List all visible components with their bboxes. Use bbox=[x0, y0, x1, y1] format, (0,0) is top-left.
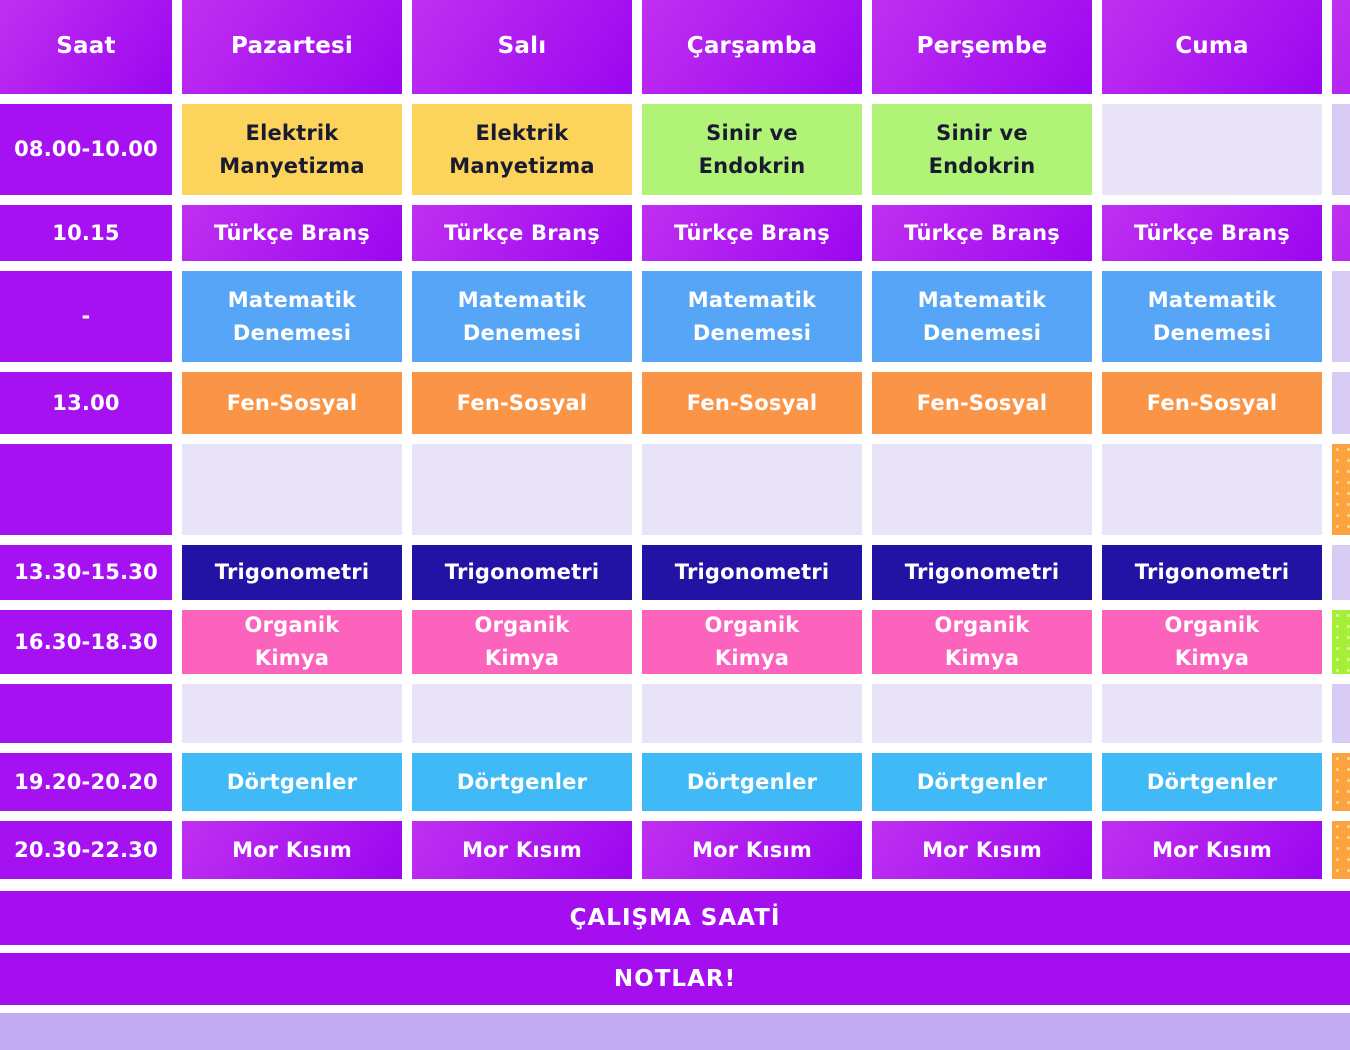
subject-cell: Mor Kısım bbox=[182, 821, 402, 879]
edge-cell bbox=[1332, 821, 1350, 879]
notlar-label: NOTLAR! bbox=[613, 966, 737, 992]
subject-cell: Sinir ve Endokrin bbox=[642, 104, 862, 195]
subject-cell: Organik Kimya bbox=[412, 610, 632, 674]
empty-cell bbox=[872, 684, 1092, 743]
empty-cell bbox=[182, 684, 402, 743]
empty-cell bbox=[412, 684, 632, 743]
subject-cell: Matematik Denemesi bbox=[872, 271, 1092, 362]
edge-cell bbox=[1332, 684, 1350, 743]
notlar-bar: NOTLAR! bbox=[0, 953, 1350, 1005]
subject-cell: Fen-Sosyal bbox=[412, 372, 632, 434]
subject-cell: Mor Kısım bbox=[872, 821, 1092, 879]
time-cell: - bbox=[0, 271, 172, 362]
empty-cell bbox=[1102, 684, 1322, 743]
time-cell: 19.20-20.20 bbox=[0, 753, 172, 811]
edge-cell bbox=[1332, 372, 1350, 434]
subject-cell: Dörtgenler bbox=[642, 753, 862, 811]
empty-cell bbox=[1102, 104, 1322, 195]
day-header-perşembe: Perşembe bbox=[872, 0, 1092, 94]
edge-cell bbox=[1332, 271, 1350, 362]
subject-cell: Mor Kısım bbox=[642, 821, 862, 879]
edge-cell bbox=[1332, 205, 1350, 261]
edge-cell bbox=[1332, 753, 1350, 811]
edge-cell bbox=[1332, 444, 1350, 535]
subject-cell: Mor Kısım bbox=[412, 821, 632, 879]
empty-cell bbox=[182, 444, 402, 535]
day-header-çarşamba: Çarşamba bbox=[642, 0, 862, 94]
subject-cell: Matematik Denemesi bbox=[182, 271, 402, 362]
empty-cell bbox=[412, 444, 632, 535]
partial-day-header bbox=[1332, 0, 1350, 94]
subject-cell: Trigonometri bbox=[642, 545, 862, 600]
subject-cell: Dörtgenler bbox=[182, 753, 402, 811]
saat-header: Saat bbox=[0, 0, 172, 94]
subject-cell: Türkçe Branş bbox=[642, 205, 862, 261]
empty-cell bbox=[642, 444, 862, 535]
subject-cell: Organik Kimya bbox=[182, 610, 402, 674]
subject-cell: Trigonometri bbox=[182, 545, 402, 600]
empty-cell bbox=[642, 684, 862, 743]
day-header-cuma: Cuma bbox=[1102, 0, 1322, 94]
subject-cell: Organik Kimya bbox=[642, 610, 862, 674]
time-cell: 13.30-15.30 bbox=[0, 545, 172, 600]
edge-cell bbox=[1332, 610, 1350, 674]
time-cell: 10.15 bbox=[0, 205, 172, 261]
day-header-salı: Salı bbox=[412, 0, 632, 94]
schedule-grid: Saat Pazartesi Salı Çarşamba Perşembe Cuma 08.… bbox=[0, 0, 1350, 879]
subject-cell: Matematik Denemesi bbox=[412, 271, 632, 362]
empty-cell bbox=[872, 444, 1092, 535]
calisma-saati-bar: ÇALIŞMA SAATİ bbox=[0, 891, 1350, 945]
subject-cell: Dörtgenler bbox=[412, 753, 632, 811]
time-cell: 20.30-22.30 bbox=[0, 821, 172, 879]
edge-cell bbox=[1332, 545, 1350, 600]
subject-cell: Elektrik Manyetizma bbox=[182, 104, 402, 195]
subject-cell: Fen-Sosyal bbox=[642, 372, 862, 434]
subject-cell: Türkçe Branş bbox=[872, 205, 1092, 261]
day-header-pazartesi: Pazartesi bbox=[182, 0, 402, 94]
time-cell bbox=[0, 444, 172, 535]
subject-cell: Trigonometri bbox=[1102, 545, 1322, 600]
edge-cell bbox=[1332, 104, 1350, 195]
subject-cell: Mor Kısım bbox=[1102, 821, 1322, 879]
subject-cell: Matematik Denemesi bbox=[642, 271, 862, 362]
time-cell: 16.30-18.30 bbox=[0, 610, 172, 674]
time-cell bbox=[0, 684, 172, 743]
empty-cell bbox=[1102, 444, 1322, 535]
bottom-strip bbox=[0, 1013, 1350, 1050]
subject-cell: Dörtgenler bbox=[872, 753, 1092, 811]
subject-cell: Türkçe Branş bbox=[412, 205, 632, 261]
subject-cell: Dörtgenler bbox=[1102, 753, 1322, 811]
subject-cell: Fen-Sosyal bbox=[1102, 372, 1322, 434]
time-cell: 08.00-10.00 bbox=[0, 104, 172, 195]
subject-cell: Fen-Sosyal bbox=[872, 372, 1092, 434]
calisma-saati-label: ÇALIŞMA SAATİ bbox=[569, 905, 781, 931]
time-cell: 13.00 bbox=[0, 372, 172, 434]
subject-cell: Organik Kimya bbox=[1102, 610, 1322, 674]
subject-cell: Türkçe Branş bbox=[1102, 205, 1322, 261]
subject-cell: Matematik Denemesi bbox=[1102, 271, 1322, 362]
subject-cell: Sinir ve Endokrin bbox=[872, 104, 1092, 195]
subject-cell: Elektrik Manyetizma bbox=[412, 104, 632, 195]
subject-cell: Türkçe Branş bbox=[182, 205, 402, 261]
subject-cell: Fen-Sosyal bbox=[182, 372, 402, 434]
subject-cell: Trigonometri bbox=[872, 545, 1092, 600]
subject-cell: Organik Kimya bbox=[872, 610, 1092, 674]
subject-cell: Trigonometri bbox=[412, 545, 632, 600]
